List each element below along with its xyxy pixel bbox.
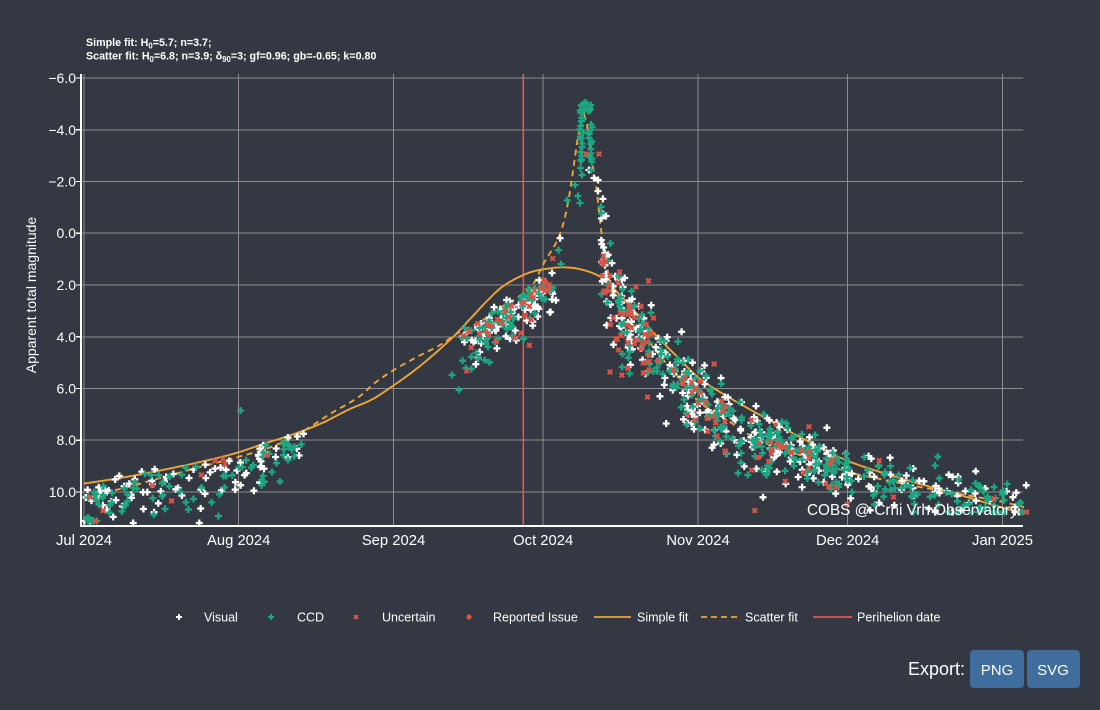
svg-text:Reported Issue: Reported Issue (493, 611, 578, 625)
svg-text:4.0: 4.0 (57, 329, 77, 345)
svg-text:Oct 2024: Oct 2024 (513, 533, 573, 549)
svg-text:CCD: CCD (297, 611, 324, 625)
svg-text:Visual: Visual (204, 611, 238, 625)
svg-text:Jan 2025: Jan 2025 (972, 533, 1033, 549)
svg-text:Jul 2024: Jul 2024 (56, 533, 112, 549)
svg-text:2.0: 2.0 (57, 277, 77, 293)
svg-text:Nov 2024: Nov 2024 (666, 533, 729, 549)
svg-text:0.0: 0.0 (57, 225, 77, 241)
svg-text:Apparent total magnitude: Apparent total magnitude (23, 217, 39, 374)
svg-text:Aug 2024: Aug 2024 (207, 533, 270, 549)
svg-text:Sep 2024: Sep 2024 (362, 533, 425, 549)
svg-text:Uncertain: Uncertain (382, 611, 436, 625)
svg-text:Dec 2024: Dec 2024 (816, 533, 879, 549)
svg-text:Scatter fit: H0=6.8; n=3.9; δ9: Scatter fit: H0=6.8; n=3.9; δ90=3; gf=0.… (86, 51, 376, 64)
svg-text:COBS @ Crni Vrh Observatory.: COBS @ Crni Vrh Observatory. (807, 502, 1021, 519)
svg-text:6.0: 6.0 (57, 381, 77, 397)
svg-text:Scatter fit: Scatter fit (745, 611, 798, 625)
svg-text:8.0: 8.0 (57, 432, 77, 448)
svg-text:−6.0: −6.0 (48, 70, 76, 86)
svg-text:−2.0: −2.0 (48, 174, 76, 190)
svg-text:Simple fit: H0=5.7; n=3.7;: Simple fit: H0=5.7; n=3.7; (86, 37, 212, 50)
svg-text:Export:: Export: (908, 659, 965, 679)
svg-text:SVG: SVG (1037, 662, 1069, 679)
svg-text:Perihelion date: Perihelion date (857, 611, 940, 625)
svg-text:−4.0: −4.0 (48, 122, 76, 138)
svg-text:Simple fit: Simple fit (637, 611, 689, 625)
svg-text:10.0: 10.0 (49, 484, 76, 500)
svg-text:PNG: PNG (981, 662, 1014, 679)
